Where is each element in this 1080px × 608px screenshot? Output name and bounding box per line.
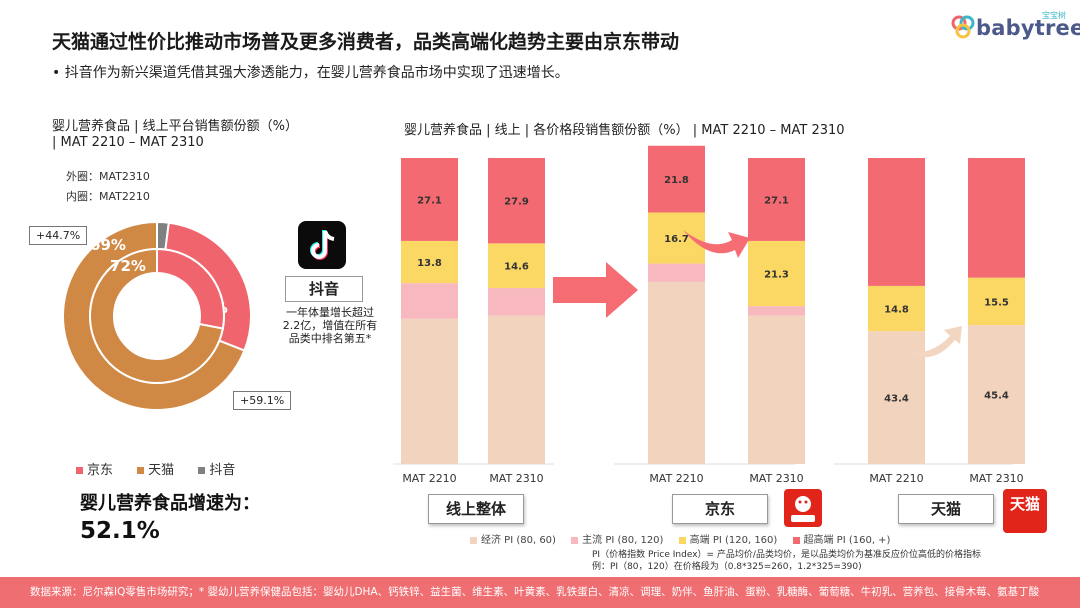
bar-x-tick-天猫-MAT 2210: MAT 2210 xyxy=(869,472,923,485)
bar-segment-线上整体-MAT 2210-高端 xyxy=(401,240,458,284)
page-bullet: • 抖音作为新兴渠道凭借其强大渗透能力，在婴儿营养食品市场中实现了迅速增长。 xyxy=(52,65,569,81)
bar-data-label-京东-MAT 2210-超高端: 21.8 xyxy=(664,175,689,186)
logo-text: babytree xyxy=(976,16,1080,40)
bar-segment-天猫-MAT 2210-高端 xyxy=(868,285,925,332)
bar-segment-京东-MAT 2310-经济 xyxy=(748,315,805,464)
bar-data-label-天猫-MAT 2210-经济: 43.4 xyxy=(884,394,909,405)
bar-x-tick-线上整体-MAT 2310: MAT 2310 xyxy=(489,472,543,485)
bar-segment-线上整体-MAT 2310-经济 xyxy=(488,315,545,464)
bar-segment-天猫-MAT 2310-高端 xyxy=(968,277,1025,326)
donut-legend: 京东 天猫 抖音 xyxy=(76,459,235,478)
babytree-logo: babytree 宝宝树 xyxy=(950,10,1080,42)
growth-value: 52.1% xyxy=(80,518,160,544)
bar-segment-天猫-MAT 2310-超高端 xyxy=(968,158,1025,278)
group-label-online: 线上整体 xyxy=(428,494,524,524)
outer-ring-note: 外圈：MAT2310 xyxy=(66,170,150,183)
inner-ring-note: 内圈：MAT2210 xyxy=(66,190,150,203)
donut-chart-title: 婴儿营养食品 | 线上平台销售额份额（%） | MAT 2210 – MAT 2… xyxy=(52,119,298,150)
donut-slice-MAT2210-天猫 xyxy=(89,247,224,384)
page-title: 天猫通过性价比推动市场普及更多消费者，品类高端化趋势主要由京东带动 xyxy=(52,31,680,53)
bar-segment-线上整体-MAT 2310-超高端 xyxy=(488,158,545,244)
bar-segment-京东-MAT 2210-超高端 xyxy=(648,145,705,213)
bar-data-label-线上整体-MAT 2310-超高端: 27.9 xyxy=(504,197,529,208)
douyin-logo-icon xyxy=(298,221,346,269)
price-index-note-line-1: PI（价格指数 Price Index）= 产品均价/品类均价，是以品类均价为基… xyxy=(592,550,981,560)
bar-data-label-线上整体-MAT 2310-高端: 14.6 xyxy=(504,262,529,273)
bar-segment-线上整体-MAT 2210-主流 xyxy=(401,283,458,319)
bar-segment-线上整体-MAT 2210-经济 xyxy=(401,318,458,464)
tmall-logo-icon: 天猫 xyxy=(1003,489,1047,533)
bar-segment-线上整体-MAT 2210-超高端 xyxy=(401,158,458,241)
footer-source-text: 数据来源：尼尔森IQ零售市场研究；* 婴幼儿营养保健品包括：婴幼儿DHA、钙铁锌… xyxy=(30,586,1040,598)
tmall-logo-text: 天猫 xyxy=(1009,495,1040,513)
legend-item-jd: 京东 xyxy=(76,463,113,478)
group-label-tmall: 天猫 xyxy=(898,494,994,524)
price-index-note-line-2: 例：PI（80，120）在价格段为（0.8*325=260，1.2*325=39… xyxy=(592,562,862,572)
bar-chart-title: 婴儿营养食品 | 线上 | 各价格段销售额份额（%） | MAT 2210 – … xyxy=(404,123,845,138)
callout-tmall-growth: +44.7% xyxy=(29,226,88,245)
bar-data-label-天猫-MAT 2210-高端: 14.8 xyxy=(884,305,909,316)
bar-segment-京东-MAT 2210-主流 xyxy=(648,263,705,282)
douyin-label: 抖音 xyxy=(285,276,363,302)
bar-data-label-京东-MAT 2210-高端: 16.7 xyxy=(664,234,689,245)
logo-tag: 宝宝树 xyxy=(1042,11,1066,20)
bar-segment-京东-MAT 2310-高端 xyxy=(748,240,805,307)
tmall-trend-arrow-icon xyxy=(900,326,962,358)
bar-segment-线上整体-MAT 2310-高端 xyxy=(488,243,545,289)
bar-data-label-京东-MAT 2310-高端: 21.3 xyxy=(764,270,789,281)
bar-data-label-天猫-MAT 2310-经济: 45.4 xyxy=(984,391,1009,402)
babytree-logo-icon xyxy=(951,15,975,39)
group-label-jd: 京东 xyxy=(672,494,768,524)
legend-item-mainstream: 主流 PI (80, 120) xyxy=(571,535,663,546)
legend-item-premium: 高端 PI (120, 160) xyxy=(678,535,777,546)
legend-item-economy: 经济 PI (80, 60) xyxy=(470,535,556,546)
bar-x-tick-线上整体-MAT 2210: MAT 2210 xyxy=(402,472,456,485)
bar-segment-京东-MAT 2310-超高端 xyxy=(748,158,805,241)
bar-segment-线上整体-MAT 2310-主流 xyxy=(488,288,545,316)
growth-label: 婴儿营养食品增速为： xyxy=(80,493,260,514)
donut-label-MAT2210-天猫: 72% xyxy=(110,257,146,275)
bar-segment-京东-MAT 2310-主流 xyxy=(748,306,805,316)
bar-x-tick-京东-MAT 2210: MAT 2210 xyxy=(649,472,703,485)
bar-segment-天猫-MAT 2210-超高端 xyxy=(868,158,925,286)
callout-jd-growth: +59.1% xyxy=(233,391,292,410)
bar-data-label-天猫-MAT 2310-高端: 15.5 xyxy=(984,297,1009,308)
jd-trend-arrow-icon xyxy=(683,230,750,258)
legend-item-tmall: 天猫 xyxy=(137,463,174,478)
price-index-note: PI（价格指数 Price Index）= 产品均价/品类均价，是以品类均价为基… xyxy=(592,549,992,573)
bar-legend: 经济 PI (80, 60) 主流 PI (80, 120) 高端 PI (12… xyxy=(470,531,902,546)
jd-logo-icon xyxy=(784,489,822,527)
bar-x-tick-天猫-MAT 2310: MAT 2310 xyxy=(969,472,1023,485)
bar-x-tick-京东-MAT 2310: MAT 2310 xyxy=(749,472,803,485)
donut-label-MAT2310-天猫: 69% xyxy=(90,236,126,254)
legend-item-super-premium: 超高端 PI (160, +) xyxy=(792,535,890,546)
bar-segment-天猫-MAT 2310-经济 xyxy=(968,325,1025,464)
footer-bar xyxy=(0,577,1080,608)
legend-item-douyin: 抖音 xyxy=(198,463,235,478)
douyin-note: 一年体量增长超过2.2亿，增值在所有品类中排名第五* xyxy=(282,306,378,345)
big-arrow-icon xyxy=(553,262,638,318)
bar-data-label-线上整体-MAT 2210-高端: 13.8 xyxy=(417,258,442,269)
bar-data-label-线上整体-MAT 2210-超高端: 27.1 xyxy=(417,195,442,206)
bar-segment-京东-MAT 2210-高端 xyxy=(648,212,705,264)
bar-data-label-京东-MAT 2310-超高端: 27.1 xyxy=(764,195,789,206)
bar-segment-京东-MAT 2210-经济 xyxy=(648,281,705,464)
